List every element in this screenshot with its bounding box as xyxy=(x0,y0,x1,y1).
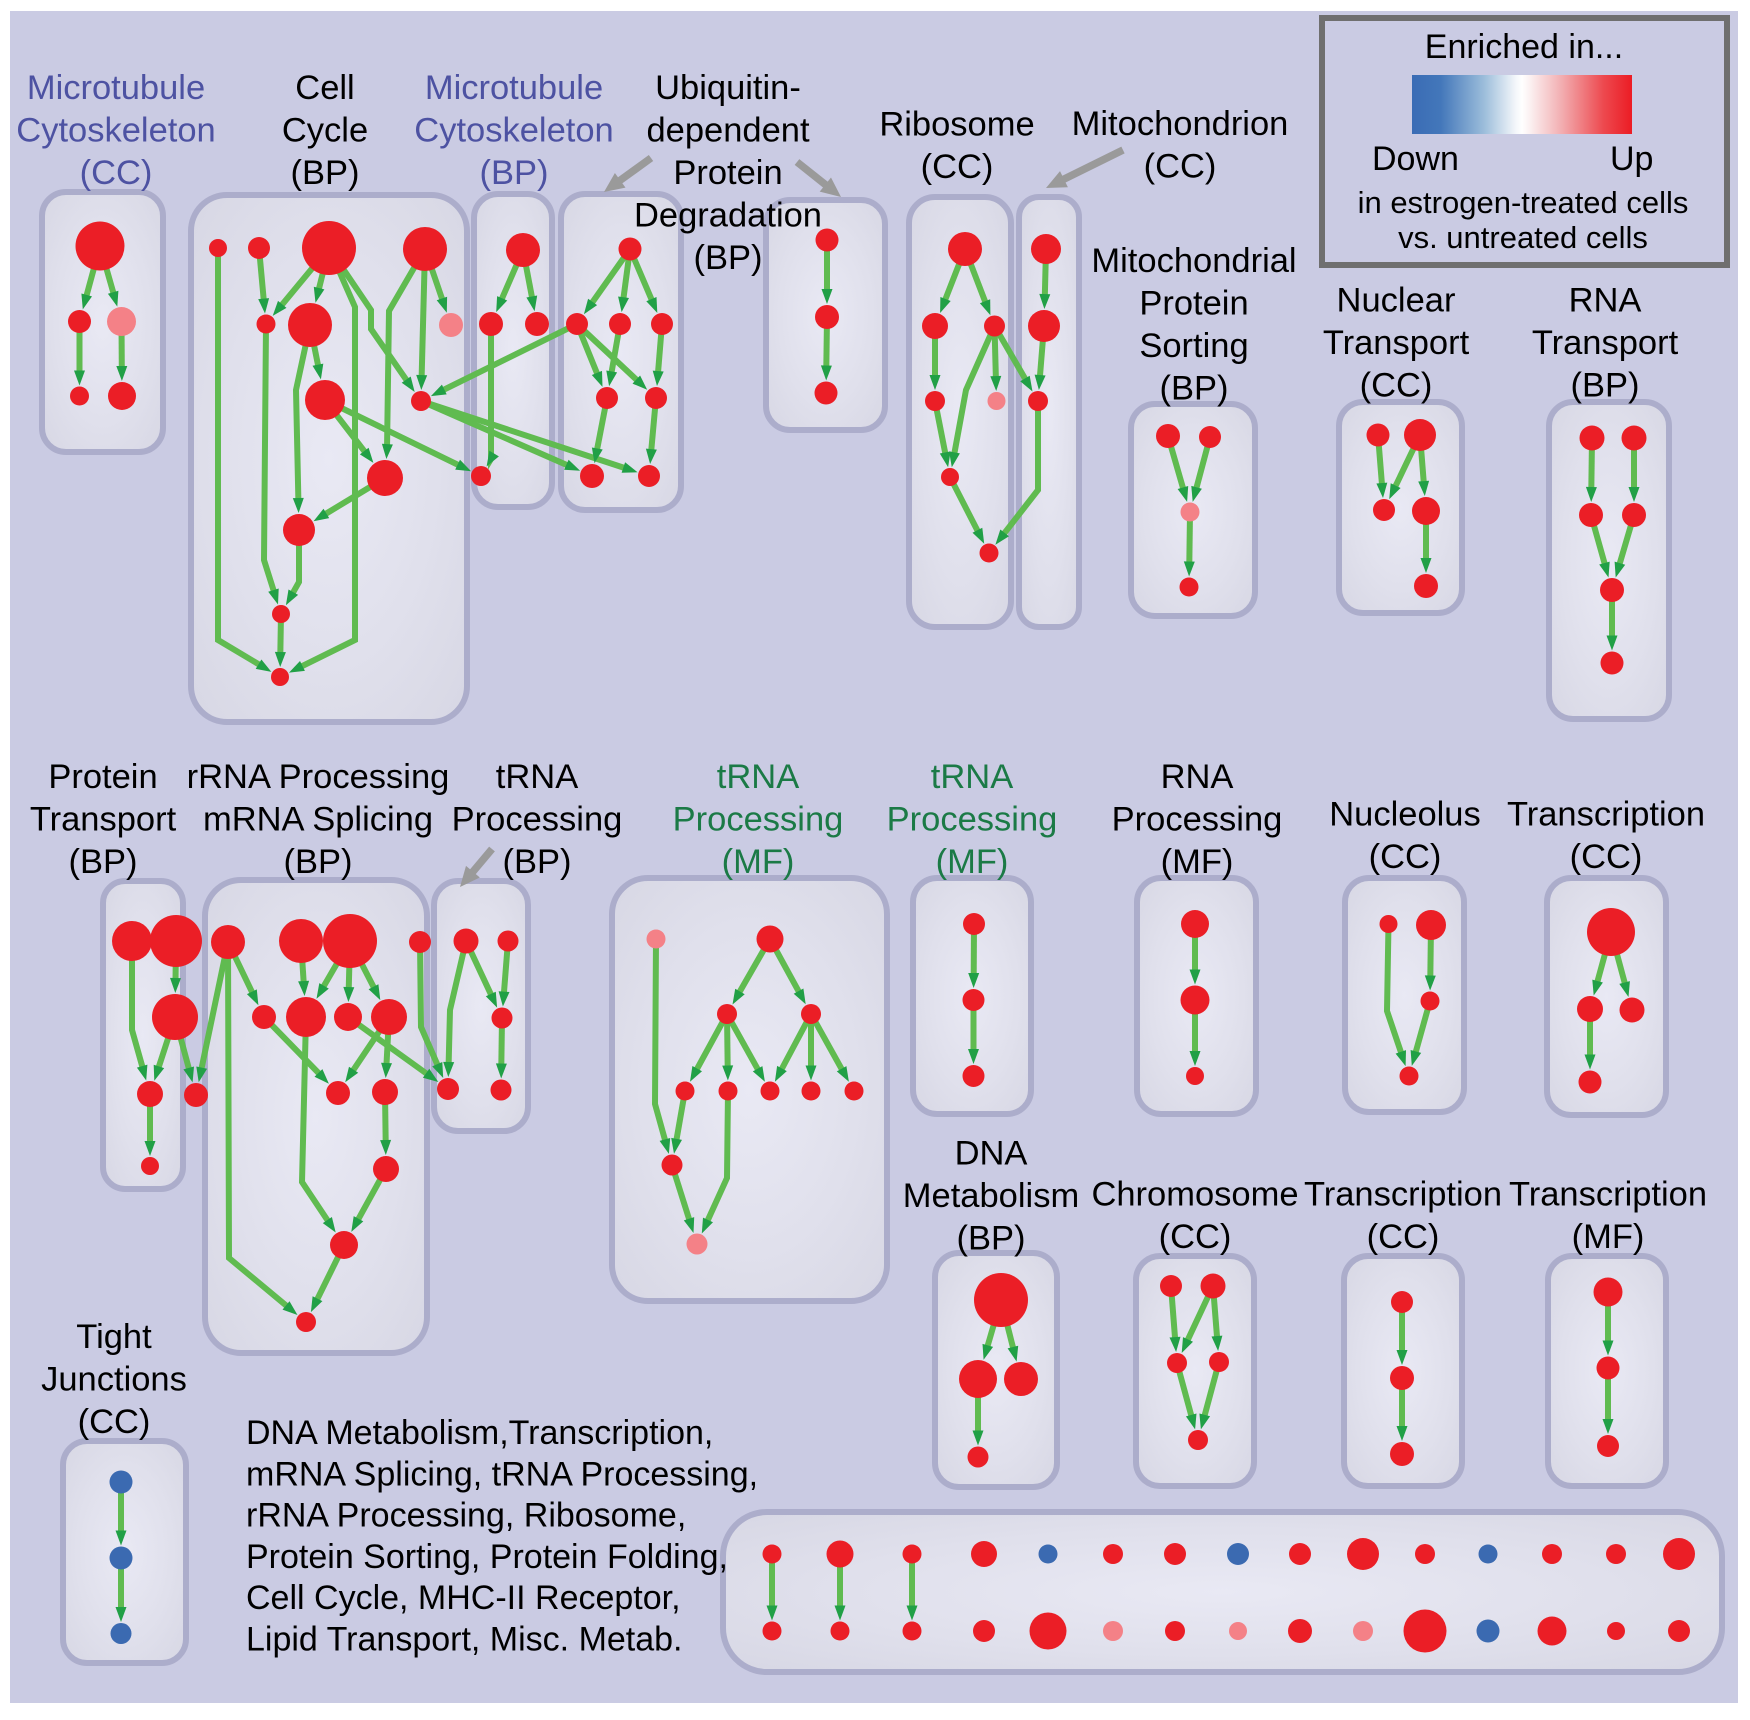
svg-text:(MF): (MF) xyxy=(722,843,795,881)
svg-text:(BP): (BP) xyxy=(1160,370,1229,408)
svg-text:Ribosome: Ribosome xyxy=(879,106,1034,144)
svg-text:(BP): (BP) xyxy=(480,154,549,192)
svg-text:Protein Sorting, Protein Foldi: Protein Sorting, Protein Folding, xyxy=(246,1538,728,1576)
svg-text:Cytoskeleton: Cytoskeleton xyxy=(414,112,613,150)
svg-text:rRNA Processing: rRNA Processing xyxy=(187,758,450,796)
svg-text:rRNA Processing, Ribosome,: rRNA Processing, Ribosome, xyxy=(246,1497,686,1535)
svg-text:mRNA Splicing: mRNA Splicing xyxy=(203,801,433,839)
svg-text:(CC): (CC) xyxy=(1369,838,1442,876)
svg-text:(CC): (CC) xyxy=(78,1403,151,1441)
svg-text:(MF): (MF) xyxy=(1161,843,1234,881)
svg-text:Protein: Protein xyxy=(1139,285,1248,323)
svg-text:Processing: Processing xyxy=(1112,801,1283,839)
svg-text:Cell Cycle, MHC-II Receptor,: Cell Cycle, MHC-II Receptor, xyxy=(246,1579,681,1617)
svg-text:Protein: Protein xyxy=(673,154,782,192)
svg-text:in estrogen-treated cells: in estrogen-treated cells xyxy=(1358,185,1689,220)
svg-text:(BP): (BP) xyxy=(1571,367,1640,405)
svg-text:(CC): (CC) xyxy=(921,148,994,186)
svg-text:Lipid Transport, Misc. Metab.: Lipid Transport, Misc. Metab. xyxy=(246,1621,683,1659)
svg-text:RNA: RNA xyxy=(1161,758,1234,796)
svg-text:Ubiquitin-: Ubiquitin- xyxy=(655,69,801,107)
svg-text:(CC): (CC) xyxy=(1367,1218,1440,1256)
svg-text:(BP): (BP) xyxy=(694,239,763,277)
svg-text:(CC): (CC) xyxy=(1144,148,1217,186)
svg-text:Cycle: Cycle xyxy=(282,112,368,150)
svg-text:Transcription: Transcription xyxy=(1304,1176,1502,1214)
svg-text:(MF): (MF) xyxy=(936,843,1009,881)
svg-text:Microtubule: Microtubule xyxy=(27,69,205,107)
svg-text:(BP): (BP) xyxy=(291,154,360,192)
svg-text:Microtubule: Microtubule xyxy=(425,69,603,107)
svg-text:Enriched in...: Enriched in... xyxy=(1425,28,1623,66)
svg-text:Cytoskeleton: Cytoskeleton xyxy=(16,112,215,150)
svg-text:Up: Up xyxy=(1610,140,1653,178)
svg-text:vs. untreated cells: vs. untreated cells xyxy=(1398,220,1648,255)
svg-text:(CC): (CC) xyxy=(80,154,153,192)
svg-text:Protein: Protein xyxy=(48,758,157,796)
svg-text:tRNA: tRNA xyxy=(496,758,578,796)
svg-text:Nucleolus: Nucleolus xyxy=(1329,796,1481,834)
svg-text:DNA Metabolism,Transcription,: DNA Metabolism,Transcription, xyxy=(246,1414,713,1452)
svg-text:Mitochondrial: Mitochondrial xyxy=(1091,242,1296,280)
svg-text:Chromosome: Chromosome xyxy=(1091,1176,1298,1214)
svg-text:(CC): (CC) xyxy=(1570,838,1643,876)
svg-text:Processing: Processing xyxy=(887,801,1058,839)
svg-text:(MF): (MF) xyxy=(1572,1218,1645,1256)
svg-text:(BP): (BP) xyxy=(284,843,353,881)
svg-text:Junctions: Junctions xyxy=(41,1361,187,1399)
svg-text:tRNA: tRNA xyxy=(717,758,799,796)
svg-text:DNA: DNA xyxy=(955,1135,1028,1173)
svg-text:Tight: Tight xyxy=(76,1318,152,1356)
svg-text:mRNA Splicing, tRNA Processing: mRNA Splicing, tRNA Processing, xyxy=(246,1455,758,1493)
svg-text:(CC): (CC) xyxy=(1360,367,1433,405)
svg-text:tRNA: tRNA xyxy=(931,758,1013,796)
svg-text:Transport: Transport xyxy=(1532,324,1679,362)
svg-text:Mitochondrion: Mitochondrion xyxy=(1072,105,1289,143)
svg-text:Transcription: Transcription xyxy=(1509,1176,1707,1214)
svg-text:(CC): (CC) xyxy=(1159,1218,1232,1256)
svg-text:Down: Down xyxy=(1372,140,1459,178)
svg-text:(BP): (BP) xyxy=(69,843,138,881)
svg-text:(BP): (BP) xyxy=(957,1220,1026,1258)
svg-text:Degradation: Degradation xyxy=(634,197,822,235)
svg-text:Transport: Transport xyxy=(1323,324,1470,362)
svg-text:Cell: Cell xyxy=(295,69,354,107)
svg-text:RNA: RNA xyxy=(1569,282,1642,320)
svg-text:Nuclear: Nuclear xyxy=(1337,282,1456,320)
svg-text:Transcription: Transcription xyxy=(1507,796,1705,834)
svg-text:Sorting: Sorting xyxy=(1139,327,1248,365)
svg-text:Transport: Transport xyxy=(30,801,177,839)
svg-text:Metabolism: Metabolism xyxy=(903,1177,1079,1215)
svg-text:dependent: dependent xyxy=(646,112,809,150)
svg-text:(BP): (BP) xyxy=(503,843,572,881)
svg-text:Processing: Processing xyxy=(673,801,844,839)
svg-text:Processing: Processing xyxy=(452,801,623,839)
